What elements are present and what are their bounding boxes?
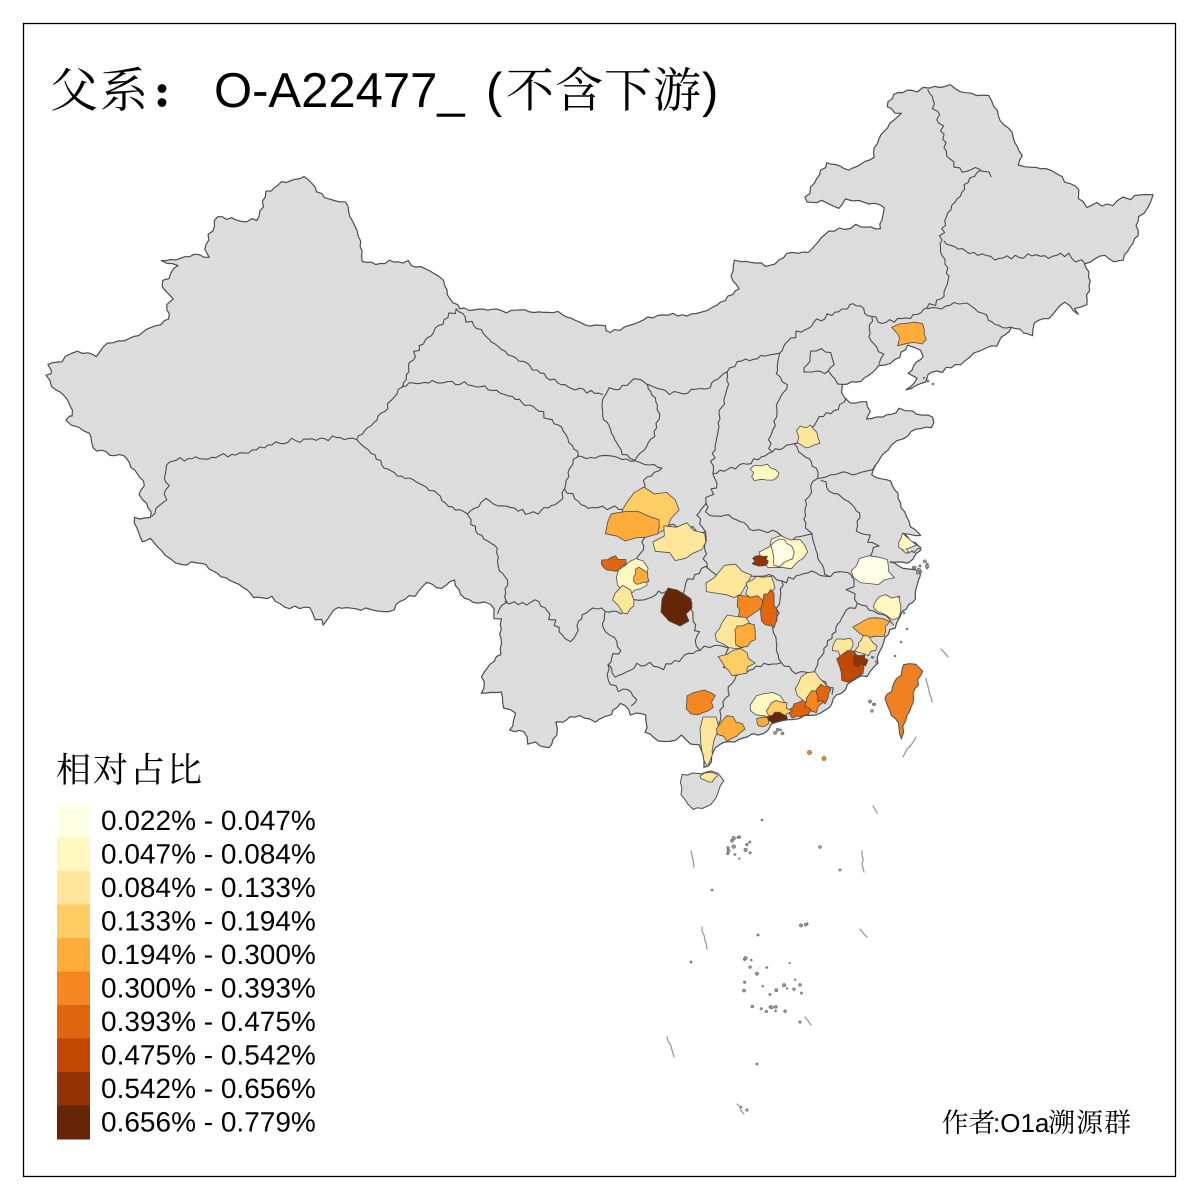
svg-text:0.022% - 0.047%: 0.022% - 0.047% [101,805,316,836]
svg-text::O1a: :O1a [993,1108,1050,1138]
svg-text:O-A22477_: O-A22477_ [214,64,465,118]
svg-text:0.542% - 0.656%: 0.542% - 0.656% [101,1073,316,1104]
svg-text:0.656% - 0.779%: 0.656% - 0.779% [101,1107,316,1138]
svg-text:0.194% - 0.300%: 0.194% - 0.300% [101,939,316,970]
svg-text:): ) [702,64,718,118]
svg-text:0.475% - 0.542%: 0.475% - 0.542% [101,1040,316,1071]
svg-text:0.133% - 0.194%: 0.133% - 0.194% [101,906,316,937]
svg-text:0.300% - 0.393%: 0.300% - 0.393% [101,973,316,1004]
svg-text:0.047% - 0.084%: 0.047% - 0.084% [101,839,316,870]
svg-text:0.084% - 0.133%: 0.084% - 0.133% [101,872,316,903]
svg-text:(: ( [486,64,503,118]
svg-text:0.393% - 0.475%: 0.393% - 0.475% [101,1006,316,1037]
